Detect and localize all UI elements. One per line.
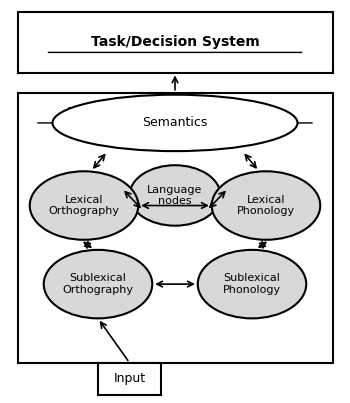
Ellipse shape <box>30 171 138 240</box>
Text: Lexical
Phonology: Lexical Phonology <box>237 195 295 216</box>
FancyBboxPatch shape <box>98 363 161 395</box>
Text: Task/Decision System: Task/Decision System <box>91 35 259 49</box>
FancyBboxPatch shape <box>18 93 332 363</box>
Text: Sublexical
Phonology: Sublexical Phonology <box>223 273 281 295</box>
FancyBboxPatch shape <box>18 12 332 73</box>
Text: Lexical
Orthography: Lexical Orthography <box>49 195 119 216</box>
Ellipse shape <box>130 165 220 226</box>
Text: Language
nodes: Language nodes <box>147 185 203 206</box>
Ellipse shape <box>212 171 320 240</box>
Text: Word Identification System: Word Identification System <box>68 106 282 120</box>
Ellipse shape <box>198 250 306 318</box>
Text: Semantics: Semantics <box>142 116 208 129</box>
Text: Input: Input <box>113 372 146 385</box>
Ellipse shape <box>44 250 152 318</box>
Ellipse shape <box>52 95 298 151</box>
Text: Sublexical
Orthography: Sublexical Orthography <box>63 273 133 295</box>
